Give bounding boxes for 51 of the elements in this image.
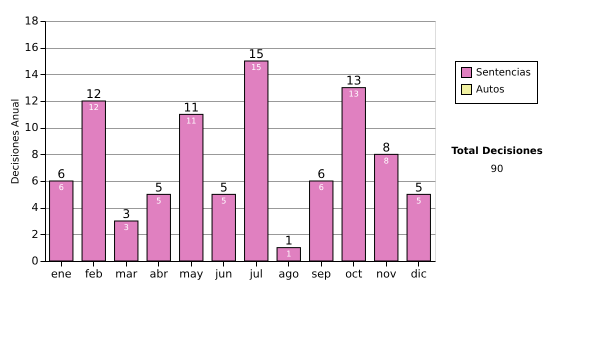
data-label: 5 [414,180,423,194]
text: 90 [490,164,504,175]
data-label: 3 [122,207,130,221]
data-label: 11 [184,100,199,114]
y-tick-label: 10 [24,121,38,134]
x-tick-label: ago [278,268,300,280]
data-label: 5 [154,180,163,194]
annotation: 15 [251,63,262,72]
y-tick-label: 18 [24,14,38,28]
data-label: 5 [220,180,228,194]
y-tick-label: 8 [32,148,38,161]
annotation: 1 [286,250,292,259]
x-tick-label: may [179,268,204,280]
annotation: 12 [88,103,99,112]
y-tick-label: 0 [32,254,38,268]
legend-label: Sentencias [476,68,531,78]
y-axis-title: Decisiones Anual [10,98,22,184]
data-label: 6 [317,167,326,181]
annotation: 3 [124,223,129,232]
y-tick-label: 4 [32,201,38,214]
data-label: 6 [57,167,66,181]
x-tick-label: jul [248,268,263,280]
data-label: 12 [86,87,102,101]
legend-label: Autos [476,84,504,96]
x-tick-label: oct [345,268,363,280]
y-tick-label: 12 [24,94,38,108]
annotation: 6 [58,183,64,192]
y-tick-label: 14 [24,68,38,81]
annotation: 8 [384,156,389,166]
data-label: 1 [284,234,293,248]
y-tick-label: 2 [32,228,38,241]
data-label: 13 [346,74,362,88]
x-tick-label: dic [410,268,427,280]
data-label: 15 [248,47,264,61]
x-tick-label: sep [312,268,332,280]
x-tick-label: jun [214,268,232,280]
annotation: 5 [156,196,162,206]
x-tick-label: abr [150,268,168,280]
data-label: 8 [382,140,390,154]
annotation: 11 [186,116,196,126]
text: Total Decisiones [451,146,543,157]
x-tick-label: nov [376,268,397,280]
annotation: 6 [318,183,324,192]
annotation: 13 [348,90,359,99]
y-tick-label: 6 [32,174,38,188]
annotation: 5 [221,196,226,206]
annotation: 5 [416,196,422,206]
x-tick-label: ene [50,268,72,280]
y-tick-label: 16 [24,41,38,54]
x-tick-label: mar [115,268,138,280]
x-tick-label: feb [84,268,103,280]
